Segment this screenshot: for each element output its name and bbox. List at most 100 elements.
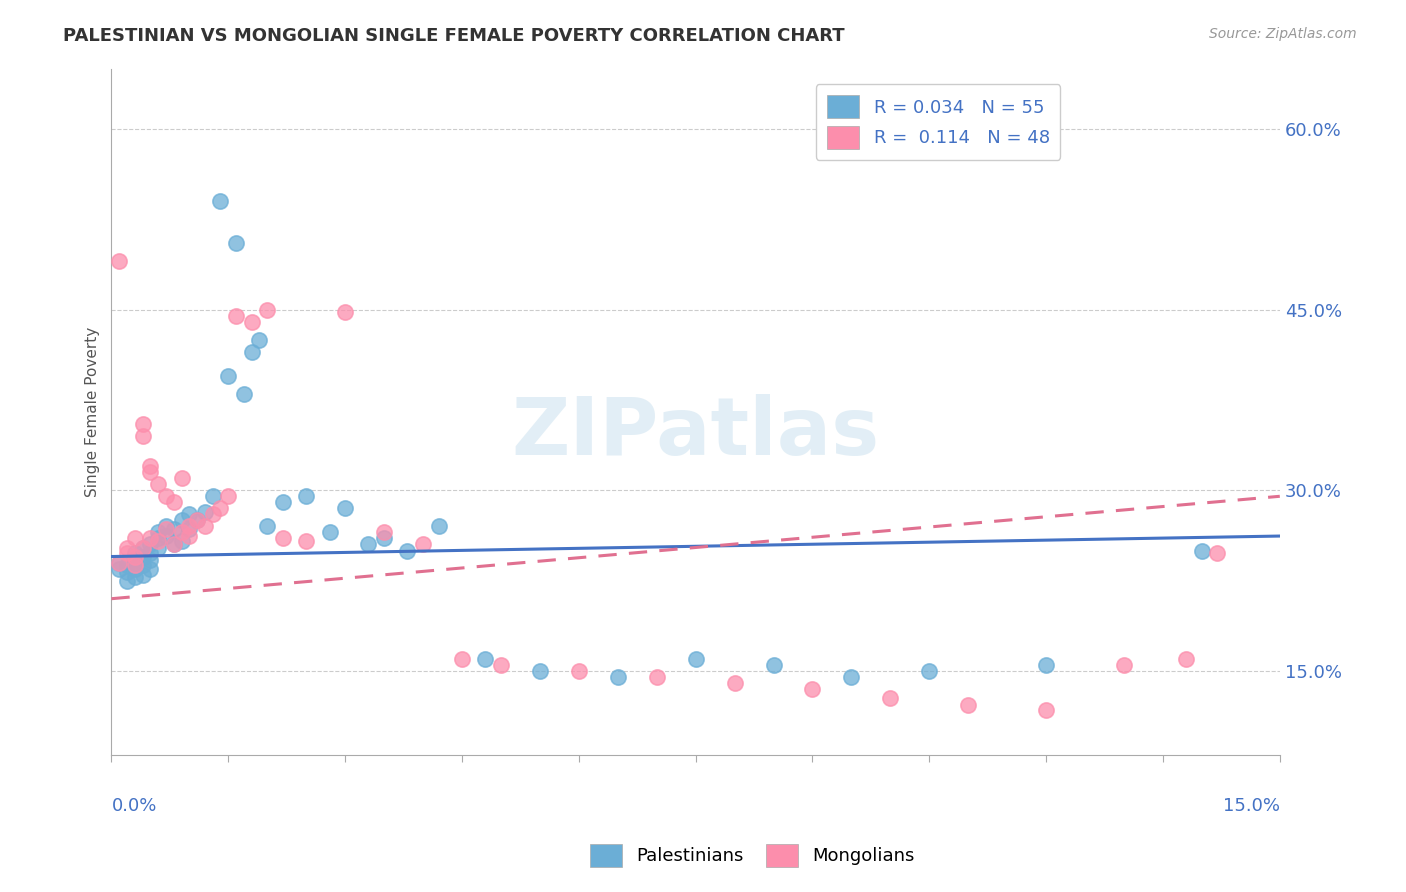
Point <box>1035 657 1057 672</box>
Point <box>124 532 146 546</box>
Text: 0.0%: 0.0% <box>111 797 157 814</box>
Point <box>179 529 201 543</box>
Point <box>131 567 153 582</box>
Point <box>115 565 138 579</box>
Point <box>1191 543 1213 558</box>
Point <box>396 543 419 558</box>
Point <box>918 664 941 678</box>
Point <box>201 508 224 522</box>
Point <box>139 553 162 567</box>
Point <box>179 522 201 536</box>
Point <box>155 519 177 533</box>
Point <box>115 546 138 560</box>
Point <box>163 537 186 551</box>
Y-axis label: Single Female Poverty: Single Female Poverty <box>86 326 100 497</box>
Point <box>155 522 177 536</box>
Point <box>179 519 201 533</box>
Point <box>139 459 162 474</box>
Point <box>295 533 318 548</box>
Point <box>131 541 153 555</box>
Point <box>170 471 193 485</box>
Point <box>209 501 232 516</box>
Text: PALESTINIAN VS MONGOLIAN SINGLE FEMALE POVERTY CORRELATION CHART: PALESTINIAN VS MONGOLIAN SINGLE FEMALE P… <box>63 27 845 45</box>
Point <box>529 664 551 678</box>
Point <box>124 570 146 584</box>
Legend: Palestinians, Mongolians: Palestinians, Mongolians <box>582 837 922 874</box>
Point <box>146 541 169 555</box>
Point <box>841 670 863 684</box>
Point <box>194 519 217 533</box>
Point <box>131 558 153 572</box>
Point <box>108 556 131 570</box>
Point <box>155 489 177 503</box>
Point <box>179 508 201 522</box>
Point <box>201 489 224 503</box>
Point <box>333 305 356 319</box>
Point <box>1206 546 1229 560</box>
Point <box>801 682 824 697</box>
Point <box>186 513 208 527</box>
Point <box>131 549 153 564</box>
Point <box>115 541 138 555</box>
Point <box>115 558 138 572</box>
Point <box>170 513 193 527</box>
Point <box>1112 657 1135 672</box>
Point <box>489 657 512 672</box>
Point <box>225 309 247 323</box>
Point <box>155 529 177 543</box>
Text: ZIPatlas: ZIPatlas <box>512 393 880 472</box>
Point <box>249 333 271 347</box>
Point <box>194 505 217 519</box>
Point <box>170 533 193 548</box>
Point <box>163 522 186 536</box>
Point <box>225 236 247 251</box>
Point <box>427 519 450 533</box>
Point <box>146 533 169 548</box>
Point <box>271 495 294 509</box>
Point <box>685 652 707 666</box>
Point <box>170 525 193 540</box>
Point <box>879 690 901 705</box>
Point <box>124 549 146 564</box>
Point <box>217 368 239 383</box>
Point <box>131 417 153 431</box>
Point <box>131 429 153 443</box>
Point <box>146 532 169 546</box>
Text: Source: ZipAtlas.com: Source: ZipAtlas.com <box>1209 27 1357 41</box>
Legend: R = 0.034   N = 55, R =  0.114   N = 48: R = 0.034 N = 55, R = 0.114 N = 48 <box>815 85 1060 160</box>
Point <box>139 465 162 479</box>
Point <box>131 541 153 555</box>
Point <box>568 664 591 678</box>
Point <box>606 670 628 684</box>
Point <box>217 489 239 503</box>
Point <box>163 495 186 509</box>
Point <box>357 537 380 551</box>
Point <box>723 676 745 690</box>
Point <box>373 532 395 546</box>
Point <box>146 525 169 540</box>
Point <box>271 532 294 546</box>
Point <box>186 513 208 527</box>
Point <box>1035 702 1057 716</box>
Point <box>318 525 340 540</box>
Point <box>124 558 146 572</box>
Point <box>474 652 496 666</box>
Point <box>240 344 263 359</box>
Point <box>451 652 474 666</box>
Point <box>139 537 162 551</box>
Point <box>108 561 131 575</box>
Point <box>1175 652 1198 666</box>
Point <box>957 698 980 712</box>
Point <box>412 537 434 551</box>
Point <box>108 556 131 570</box>
Point <box>163 537 186 551</box>
Point <box>115 574 138 588</box>
Point <box>762 657 785 672</box>
Point <box>139 532 162 546</box>
Point <box>373 525 395 540</box>
Point <box>295 489 318 503</box>
Point <box>232 387 254 401</box>
Text: 15.0%: 15.0% <box>1223 797 1279 814</box>
Point <box>108 254 131 268</box>
Point <box>124 546 146 560</box>
